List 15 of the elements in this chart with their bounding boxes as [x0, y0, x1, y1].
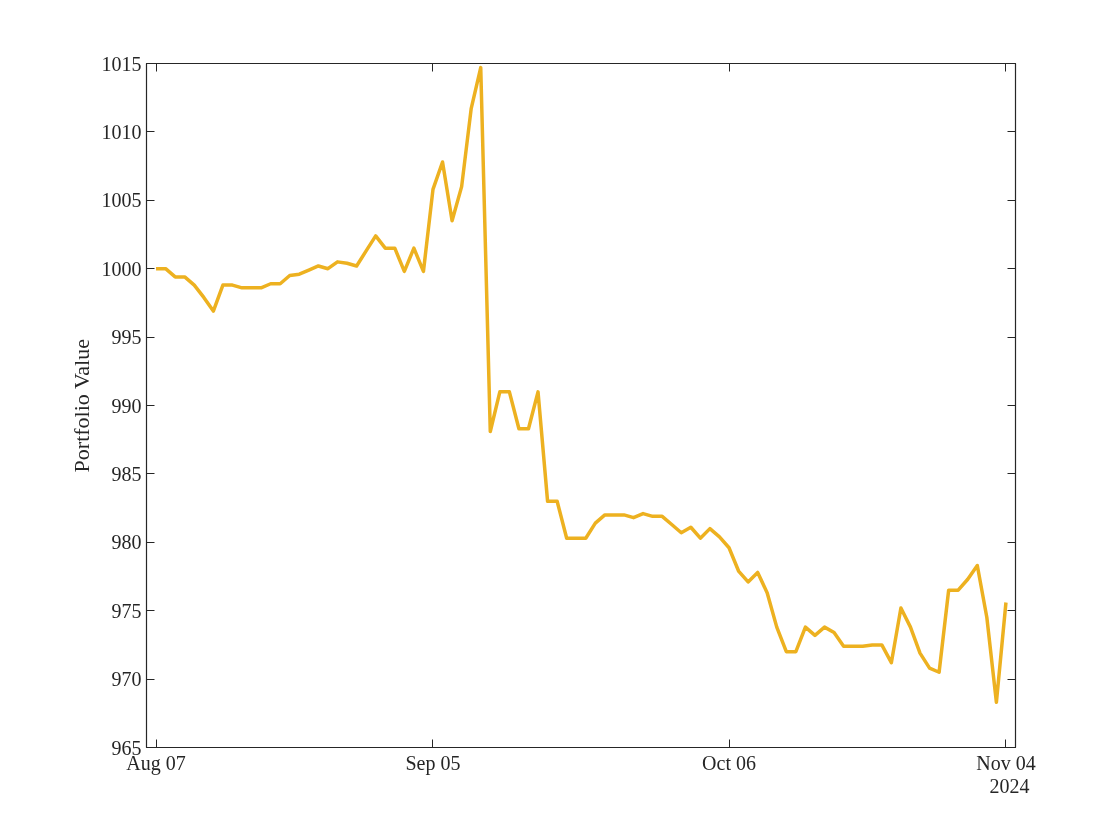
y-tick-label: 995 — [111, 326, 142, 349]
x-tick-label: Sep 05 — [405, 751, 461, 775]
y-tick-label: 970 — [111, 668, 142, 691]
y-tick-label: 975 — [111, 599, 142, 622]
y-tick-label: 1000 — [101, 257, 142, 280]
y-tick-label: 980 — [111, 531, 142, 554]
y-axis-title: Portfolio Value — [68, 338, 94, 473]
text: 2024 — [989, 774, 1030, 797]
y-tick-label: 990 — [111, 394, 142, 417]
x-tick-label: Nov 04 — [976, 751, 1036, 774]
y-tick-label: 1015 — [101, 52, 142, 75]
y-tick-label: 1010 — [101, 120, 142, 143]
y-tick-label: 1005 — [101, 189, 142, 212]
x-tick-label: Oct 06 — [702, 751, 756, 774]
y-tick-label: 985 — [111, 462, 142, 485]
